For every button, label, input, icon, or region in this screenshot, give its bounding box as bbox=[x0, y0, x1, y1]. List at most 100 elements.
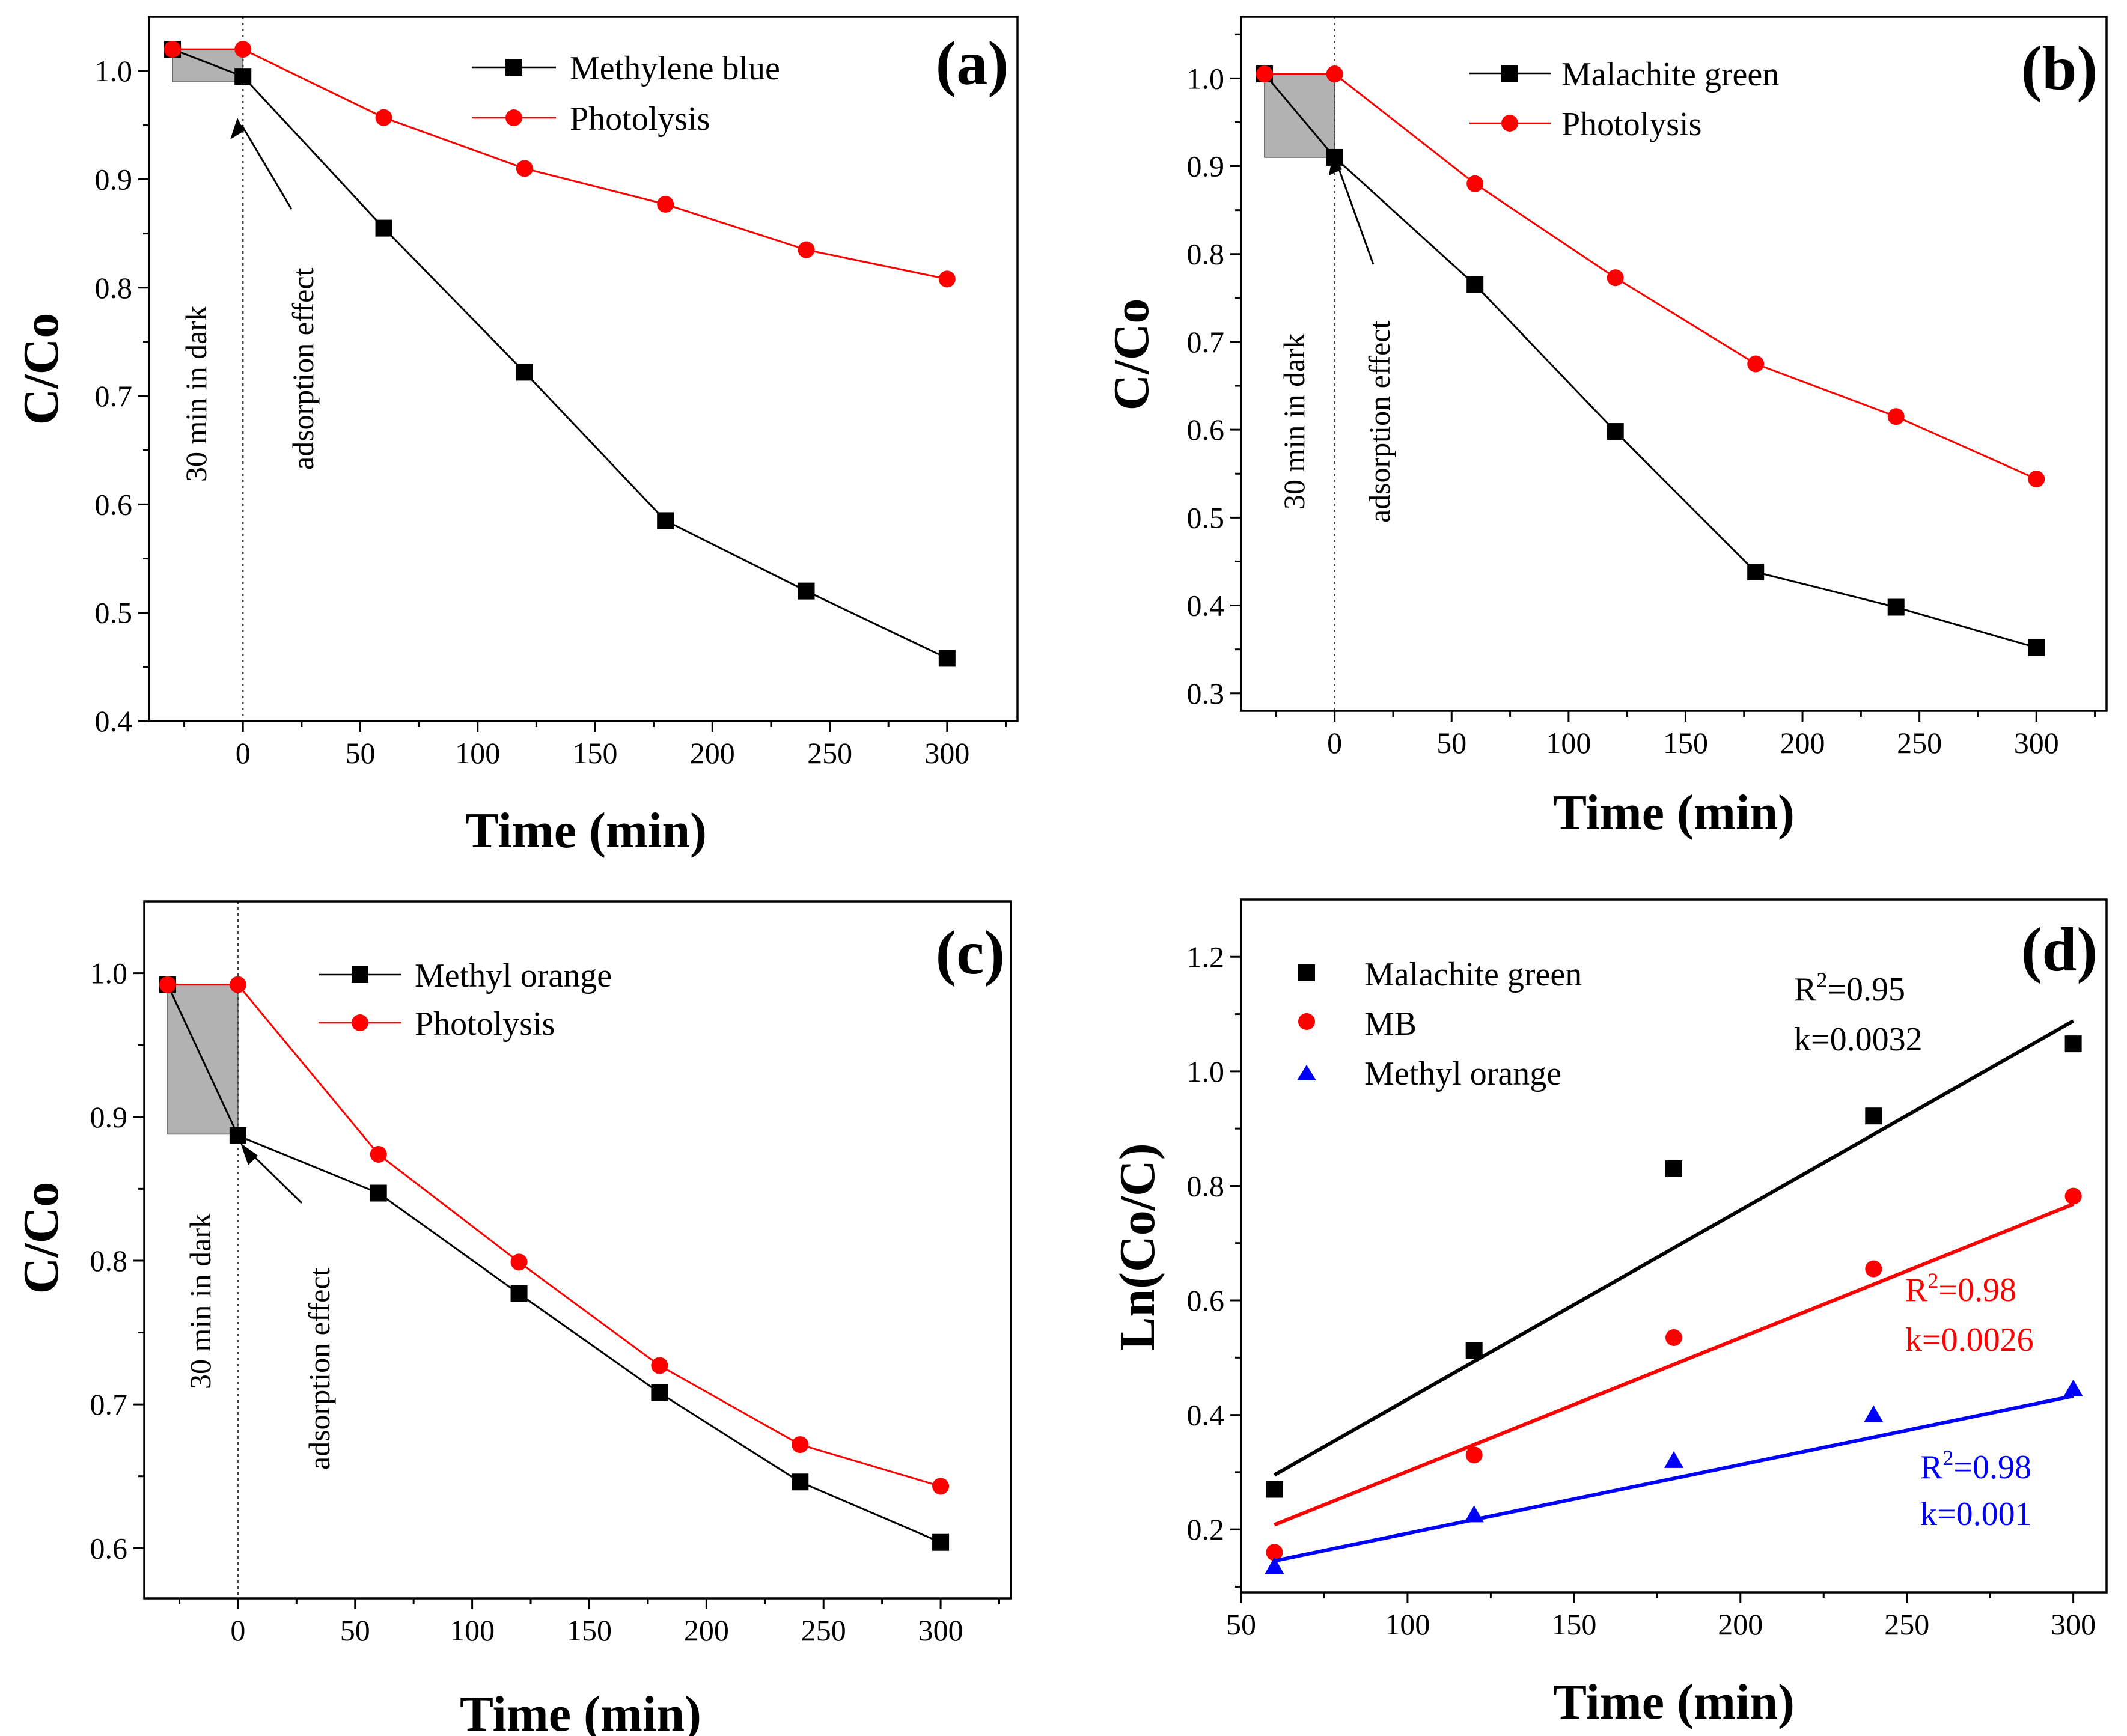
series-layer bbox=[1256, 65, 2045, 656]
x-tick-label: 250 bbox=[1884, 1607, 1929, 1641]
plot-frame bbox=[1240, 898, 2108, 1594]
data-point bbox=[516, 160, 533, 177]
data-point bbox=[938, 650, 956, 667]
legend: Methylene blue Photolysis bbox=[472, 50, 780, 138]
x-tick-label: 50 bbox=[340, 1613, 370, 1647]
y-axis-title: Ln(Co/C) bbox=[1109, 1143, 1165, 1350]
data-point bbox=[234, 68, 252, 85]
data-point bbox=[792, 1436, 809, 1454]
legend-label: Methyl orange bbox=[1364, 1055, 1561, 1092]
data-point bbox=[1747, 564, 1765, 580]
series-line-photolysis bbox=[172, 48, 948, 280]
legend-square-marker bbox=[505, 59, 522, 76]
k-label: k=0.0032 bbox=[1794, 1021, 1923, 1058]
r2-label: R2=0.95 bbox=[1794, 968, 1905, 1008]
data-point bbox=[938, 270, 956, 288]
data-point bbox=[510, 1253, 528, 1271]
data-point bbox=[229, 976, 246, 993]
fit-line-methyl-orange bbox=[1274, 1394, 2074, 1563]
data-point bbox=[1665, 1329, 1682, 1346]
fit-line-malachite-green bbox=[1273, 1019, 2075, 1477]
y-tick-label: 0.8 bbox=[95, 271, 133, 305]
dark-annotation: 30 min in dark bbox=[1277, 333, 1311, 510]
x-tick-label: 250 bbox=[801, 1613, 846, 1647]
x-axis-title: Time (min) bbox=[460, 1686, 701, 1736]
x-axis-title: Time (min) bbox=[1553, 785, 1795, 841]
panel-label: (c) bbox=[936, 918, 1005, 987]
data-point bbox=[1464, 1505, 1484, 1523]
fit-label-mb: R2=0.98 k=0.0026 bbox=[1905, 1268, 2034, 1359]
y-tick-label: 1.0 bbox=[1187, 61, 1225, 95]
legend-label: Methylene blue bbox=[570, 50, 780, 87]
y-tick-label: 0.4 bbox=[1187, 1398, 1225, 1432]
x-tick-label: 150 bbox=[1551, 1607, 1596, 1641]
series-layer bbox=[164, 41, 956, 667]
data-point bbox=[2064, 1035, 2082, 1053]
panel-a: 0 50 100 150 200 250 300 0.4 0.5 0.6 0.7 0.8 0.9 1.0… bbox=[13, 16, 1019, 859]
legend-circle-marker bbox=[1298, 1013, 1315, 1030]
panel-b: 0 50 100 150 200 250 300 0.3 0.4 0.5 0.6 0.7 0.8 0.9… bbox=[1103, 16, 2108, 841]
x-tick-label: 0 bbox=[236, 736, 251, 770]
y-ticks: 0.2 0.4 0.6 0.8 1.0 1.2 bbox=[1187, 940, 1241, 1588]
x-tick-label: 300 bbox=[918, 1613, 963, 1647]
legend-square-marker bbox=[1501, 65, 1518, 82]
x-tick-label: 100 bbox=[450, 1613, 495, 1647]
data-point bbox=[1665, 1160, 1682, 1177]
legend-label: Photolysis bbox=[1561, 106, 1701, 143]
data-point bbox=[651, 1357, 668, 1374]
series-line-photolysis bbox=[167, 984, 941, 1487]
y-tick-label: 0.3 bbox=[1187, 677, 1225, 710]
data-point bbox=[1664, 1451, 1683, 1468]
data-point bbox=[798, 582, 815, 600]
data-point bbox=[1864, 1405, 1884, 1422]
legend-label: Methyl orange bbox=[415, 957, 612, 994]
x-tick-label: 0 bbox=[1327, 726, 1342, 760]
adsorption-arrow bbox=[240, 1143, 303, 1204]
x-ticks: 50 100 150 200 250 300 bbox=[1226, 1592, 2096, 1641]
x-tick-label: 200 bbox=[1780, 726, 1825, 760]
legend-circle-marker bbox=[1501, 115, 1518, 132]
data-point bbox=[1326, 65, 1343, 83]
data-point bbox=[932, 1478, 950, 1495]
fit-line-mb bbox=[1274, 1202, 2074, 1527]
adsorption-arrow bbox=[1329, 153, 1375, 265]
y-tick-label: 0.9 bbox=[1187, 150, 1225, 183]
x-tick-label: 100 bbox=[1546, 726, 1591, 760]
x-tick-label: 300 bbox=[2014, 726, 2059, 760]
y-axis-title: C/Co bbox=[13, 1182, 69, 1294]
y-tick-label: 0.5 bbox=[1187, 501, 1225, 534]
y-tick-label: 0.5 bbox=[95, 596, 133, 630]
data-point bbox=[2063, 1379, 2083, 1396]
data-point bbox=[1865, 1260, 1882, 1278]
data-point bbox=[159, 976, 176, 993]
data-point bbox=[1256, 65, 1273, 83]
y-tick-label: 0.4 bbox=[95, 704, 133, 738]
y-tick-label: 0.6 bbox=[1187, 1284, 1225, 1317]
fit-label-malachite-green: R2=0.95 k=0.0032 bbox=[1794, 968, 1923, 1058]
data-point bbox=[792, 1473, 809, 1491]
x-tick-label: 150 bbox=[1663, 726, 1708, 760]
data-point bbox=[2028, 639, 2045, 656]
data-point bbox=[375, 219, 392, 237]
data-point bbox=[657, 512, 674, 529]
data-point bbox=[229, 1127, 246, 1144]
x-ticks: 0 50 100 150 200 250 300 bbox=[178, 1598, 1001, 1647]
r2-label: R2=0.98 bbox=[1905, 1268, 2016, 1309]
arrow-head bbox=[230, 118, 244, 139]
y-tick-label: 0.7 bbox=[95, 379, 133, 413]
data-point bbox=[1266, 1544, 1283, 1561]
legend-circle-marker bbox=[352, 1014, 368, 1031]
fit-label-methyl-orange: R2=0.98 k=0.001 bbox=[1920, 1446, 2032, 1533]
data-point bbox=[1466, 276, 1484, 293]
y-tick-label: 1.0 bbox=[1187, 1055, 1225, 1088]
data-point bbox=[375, 109, 392, 126]
data-point bbox=[651, 1384, 668, 1401]
k-label: k=0.001 bbox=[1920, 1496, 2032, 1533]
arrow-shaft bbox=[1335, 160, 1375, 265]
x-tick-label: 150 bbox=[573, 736, 618, 770]
adsorption-annotation: adsorption effect bbox=[1363, 320, 1396, 523]
data-point bbox=[932, 1533, 950, 1551]
x-tick-label: 200 bbox=[684, 1613, 729, 1647]
arrow-head bbox=[1329, 153, 1342, 175]
x-tick-label: 200 bbox=[1718, 1607, 1763, 1641]
